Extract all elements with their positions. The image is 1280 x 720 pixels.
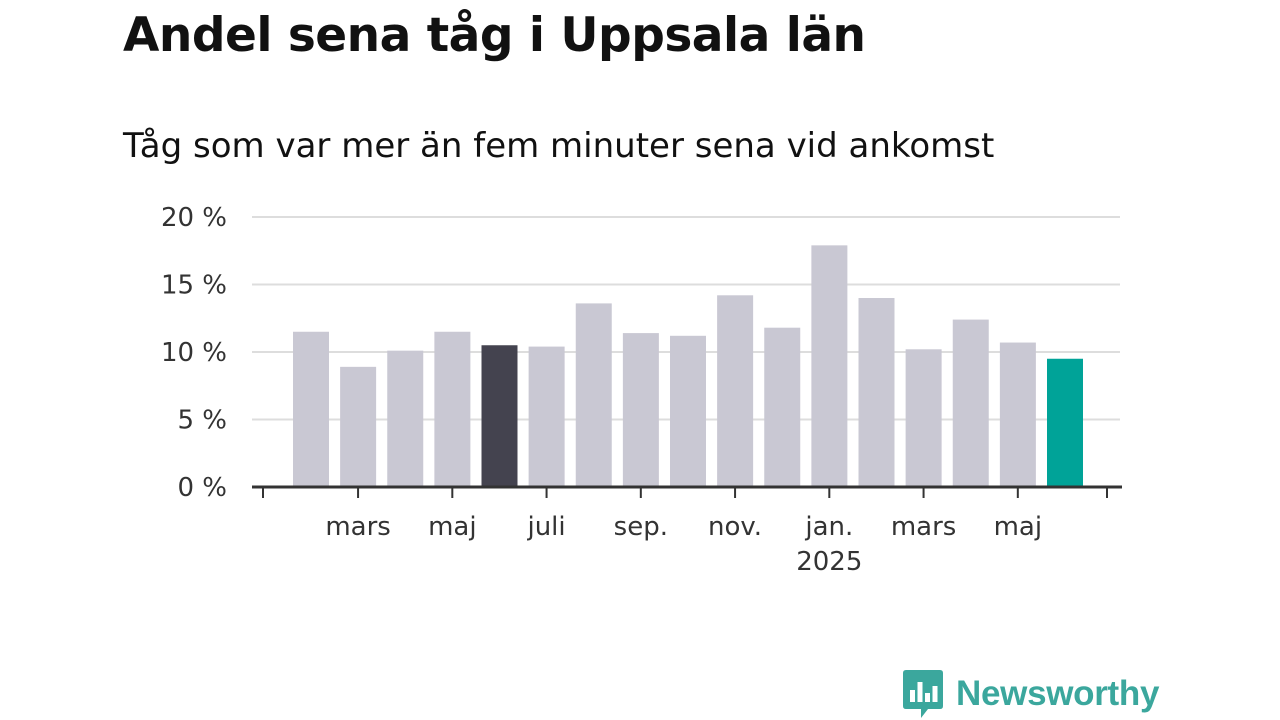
bar bbox=[952, 319, 989, 487]
bar bbox=[387, 350, 424, 487]
bar-chart-speech-bubble-icon bbox=[903, 670, 943, 718]
chart-title: Andel sena tåg i Uppsala län bbox=[123, 8, 866, 63]
x-tick-label: mars bbox=[891, 512, 957, 542]
brand-logo: Newsworthy bbox=[902, 668, 1159, 720]
bar bbox=[717, 295, 754, 487]
y-tick-label: 15 % bbox=[161, 271, 227, 301]
y-tick-label: 20 % bbox=[161, 203, 227, 233]
y-tick-label: 10 % bbox=[161, 338, 227, 368]
bar bbox=[622, 333, 659, 487]
bar bbox=[905, 349, 942, 487]
x-tick-label: sep. bbox=[614, 512, 668, 542]
x-tick-label: nov. bbox=[708, 512, 762, 542]
bar bbox=[481, 345, 518, 487]
y-axis-labels: 0 % 5 % 10 % 15 % 20 % bbox=[161, 203, 227, 503]
bar bbox=[858, 298, 895, 487]
bar bbox=[811, 245, 848, 487]
bar bbox=[528, 346, 565, 487]
x-tick-label: mars bbox=[325, 512, 391, 542]
x-axis-labels: mars maj juli sep. nov. jan. 2025 mars maj bbox=[325, 512, 1042, 577]
bar bbox=[764, 327, 801, 487]
y-tick-label: 0 % bbox=[177, 473, 227, 503]
x-tick-label: jan. bbox=[804, 512, 853, 542]
x-tick-label: maj bbox=[994, 512, 1042, 542]
y-tick-label: 5 % bbox=[177, 406, 227, 436]
bar bbox=[434, 331, 471, 487]
bar bbox=[1047, 358, 1083, 487]
x-tick-year-label: 2025 bbox=[796, 547, 862, 577]
x-tick-label: maj bbox=[428, 512, 476, 542]
x-axis bbox=[252, 485, 1122, 498]
bar bbox=[293, 331, 329, 487]
bar bbox=[999, 342, 1036, 487]
bar bbox=[340, 366, 377, 487]
x-tick-label: juli bbox=[526, 512, 565, 542]
bar bbox=[575, 303, 612, 487]
chart-subtitle: Tåg som var mer än fem minuter sena vid … bbox=[123, 126, 995, 166]
bars bbox=[293, 245, 1083, 487]
brand-name: Newsworthy bbox=[956, 674, 1160, 713]
bar bbox=[670, 335, 706, 487]
